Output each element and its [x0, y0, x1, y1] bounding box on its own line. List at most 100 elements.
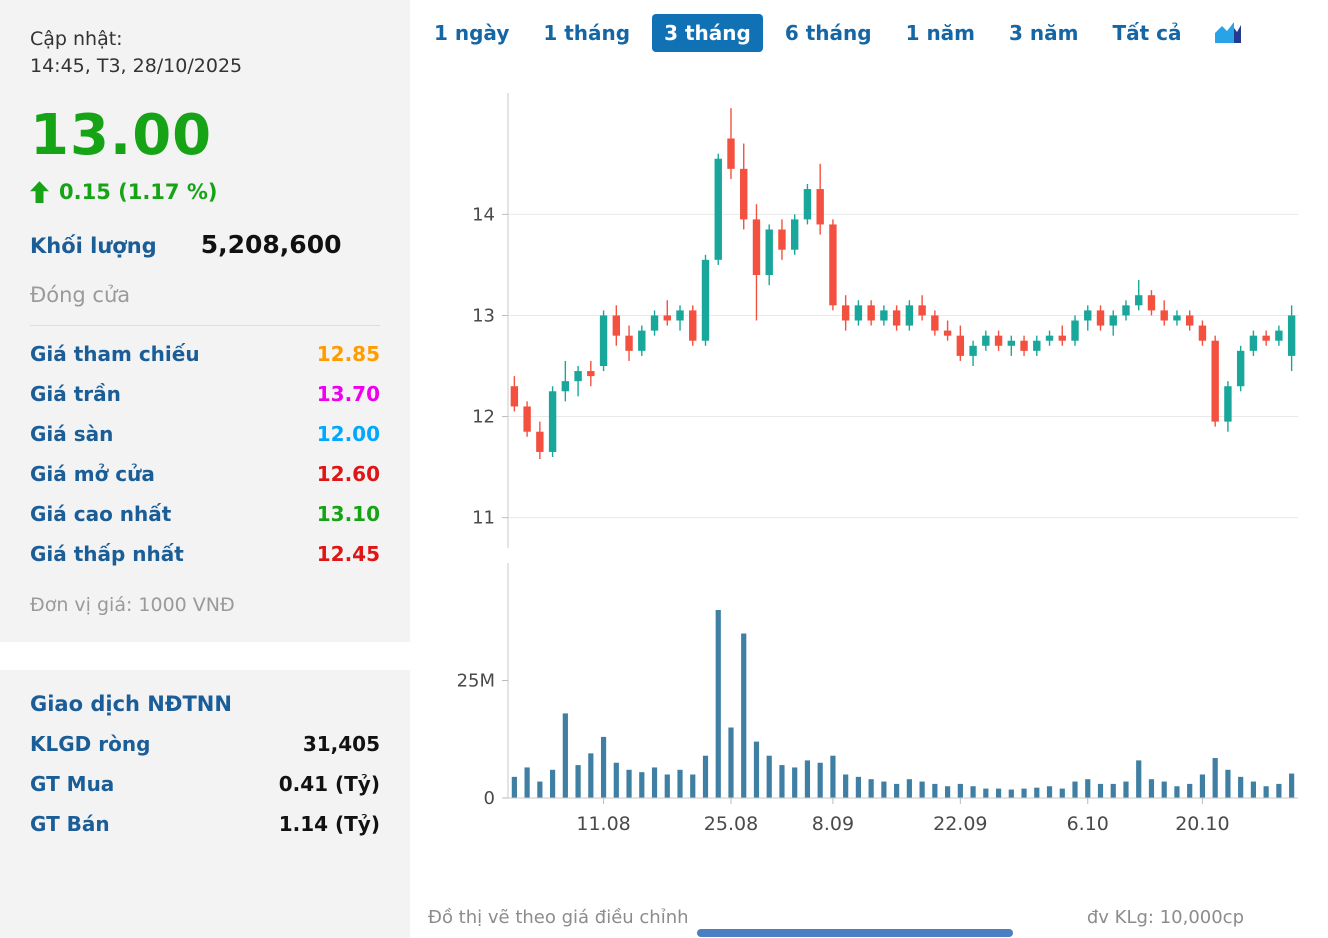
volume-bar	[1148, 779, 1155, 798]
quote-panel: Cập nhật: 14:45, T3, 28/10/2025 13.00 0.…	[0, 0, 410, 643]
volume-bar	[855, 776, 862, 798]
candle-body	[1033, 340, 1041, 351]
candle-body	[676, 310, 684, 321]
candle-body	[510, 386, 519, 407]
price-row-value: 12.85	[316, 342, 380, 367]
candle-body	[765, 229, 773, 275]
volume-bar	[919, 781, 925, 798]
foreign-row-value: 31,405	[302, 732, 380, 757]
candle-body	[892, 310, 901, 326]
candle-body	[574, 371, 582, 382]
candle-body	[854, 305, 863, 321]
volume-bar	[804, 760, 811, 798]
price-volume-chart[interactable]: 11 12 13 14 25M 0 11.08 25.08 8.09 22.09 6.10 20.10	[410, 58, 1328, 903]
volume-bar	[843, 774, 849, 798]
price-row-label: Giá trần	[30, 382, 121, 407]
volume-bar	[651, 767, 658, 798]
range-tab-3m[interactable]: 3 tháng	[652, 14, 763, 52]
candle-body	[931, 315, 939, 331]
chart-panel: 1 ngày 1 tháng 3 tháng 6 tháng 1 năm 3 năm Tất…	[410, 0, 1328, 938]
candle-body	[701, 259, 710, 341]
range-tab-1d[interactable]: 1 ngày	[422, 14, 521, 52]
price-unit-note: Đơn vị giá: 1000 VNĐ	[30, 594, 235, 617]
volume-bar	[868, 779, 874, 798]
volume-bar	[702, 755, 709, 798]
volume-bar	[1046, 786, 1053, 798]
price-row-value: 12.60	[316, 462, 380, 487]
volume-bar	[613, 762, 619, 798]
candle-body	[956, 335, 965, 356]
candle-body	[1109, 315, 1117, 326]
candle-body	[587, 371, 595, 377]
candle-body	[663, 315, 671, 321]
volume-bar	[1187, 783, 1193, 798]
area-chart-type-icon[interactable]	[1213, 19, 1243, 47]
candle-body	[1236, 350, 1245, 387]
updated-label: Cập nhật:	[30, 28, 123, 50]
foreign-row-label: GT Bán	[30, 812, 110, 837]
candle-body	[1160, 310, 1168, 321]
range-tab-1y[interactable]: 1 năm	[894, 14, 987, 52]
candle-body	[1122, 305, 1130, 316]
updated-time: 14:45, T3, 28/10/2025	[30, 54, 243, 77]
volume-bar	[983, 788, 989, 798]
date-axis-label: 22.09	[933, 813, 987, 835]
candle-body	[1007, 340, 1016, 346]
volume-bar	[549, 769, 556, 798]
range-tab-3y[interactable]: 3 năm	[997, 14, 1090, 52]
price-row-label: Giá mở cửa	[30, 462, 155, 487]
volume-bar	[1161, 781, 1167, 798]
candle-body	[689, 310, 697, 341]
range-tab-6m[interactable]: 6 tháng	[773, 14, 884, 52]
volume-bar	[970, 786, 976, 798]
stock-info-sidebar: Cập nhật: 14:45, T3, 28/10/2025 13.00 0.…	[0, 0, 410, 938]
volume-bar	[995, 788, 1002, 798]
price-row-value: 13.70	[316, 382, 380, 407]
volume-bar	[690, 774, 696, 798]
foreign-trading-panel: Giao dịch NĐTNN KLGD ròng 31,405 GT Mua 0.4…	[0, 670, 410, 938]
candle-body	[1224, 386, 1232, 422]
horizontal-scrollbar[interactable]	[697, 929, 1013, 937]
volume-bar	[677, 769, 683, 798]
volume-bar	[715, 610, 721, 798]
range-tab-all[interactable]: Tất cả	[1100, 14, 1193, 52]
candle-body	[994, 335, 1003, 346]
volume-bar	[626, 769, 632, 798]
price-row-label: Giá sàn	[30, 422, 114, 447]
foreign-trading-title: Giao dịch NĐTNN	[30, 692, 232, 717]
volume-bar	[792, 767, 798, 798]
candle-body	[1020, 340, 1028, 351]
candle-body	[1211, 340, 1219, 422]
candle-body	[536, 431, 544, 452]
volume-bar	[1174, 786, 1180, 798]
volume-bar	[906, 779, 912, 798]
candle-body	[1147, 295, 1156, 311]
price-row-value: 13.10	[316, 502, 380, 527]
volume-bar	[741, 633, 747, 798]
volume-bar	[1059, 788, 1065, 798]
volume-bar	[1238, 776, 1244, 798]
volume-bar	[957, 783, 963, 798]
date-axis-label: 6.10	[1067, 813, 1109, 835]
area-chart-icon	[1215, 22, 1242, 43]
volume-bar	[1085, 779, 1091, 798]
candle-body	[599, 315, 608, 366]
price-axis-label: 14	[472, 204, 495, 225]
volume-bar	[779, 765, 785, 798]
candle-body	[1249, 335, 1258, 351]
price-axis-label: 11	[472, 508, 495, 529]
last-price: 13.00	[30, 103, 213, 169]
price-row-label: Giá cao nhất	[30, 502, 172, 527]
volume-bar	[728, 727, 734, 798]
candle-body	[612, 315, 621, 336]
range-tab-1m[interactable]: 1 tháng	[531, 14, 642, 52]
info-row: Giá cao nhất 13.10	[30, 494, 380, 534]
volume-bar	[766, 755, 772, 798]
foreign-row-label: GT Mua	[30, 772, 115, 797]
candle-body	[829, 224, 837, 306]
candle-body	[790, 219, 799, 250]
foreign-trading-rows: KLGD ròng 31,405 GT Mua 0.41 (Tỷ) GT Bán 1.14…	[30, 724, 380, 844]
chart-note-right: đv KLg: 10,000cp	[1086, 907, 1244, 928]
volume-bar	[1212, 758, 1218, 798]
